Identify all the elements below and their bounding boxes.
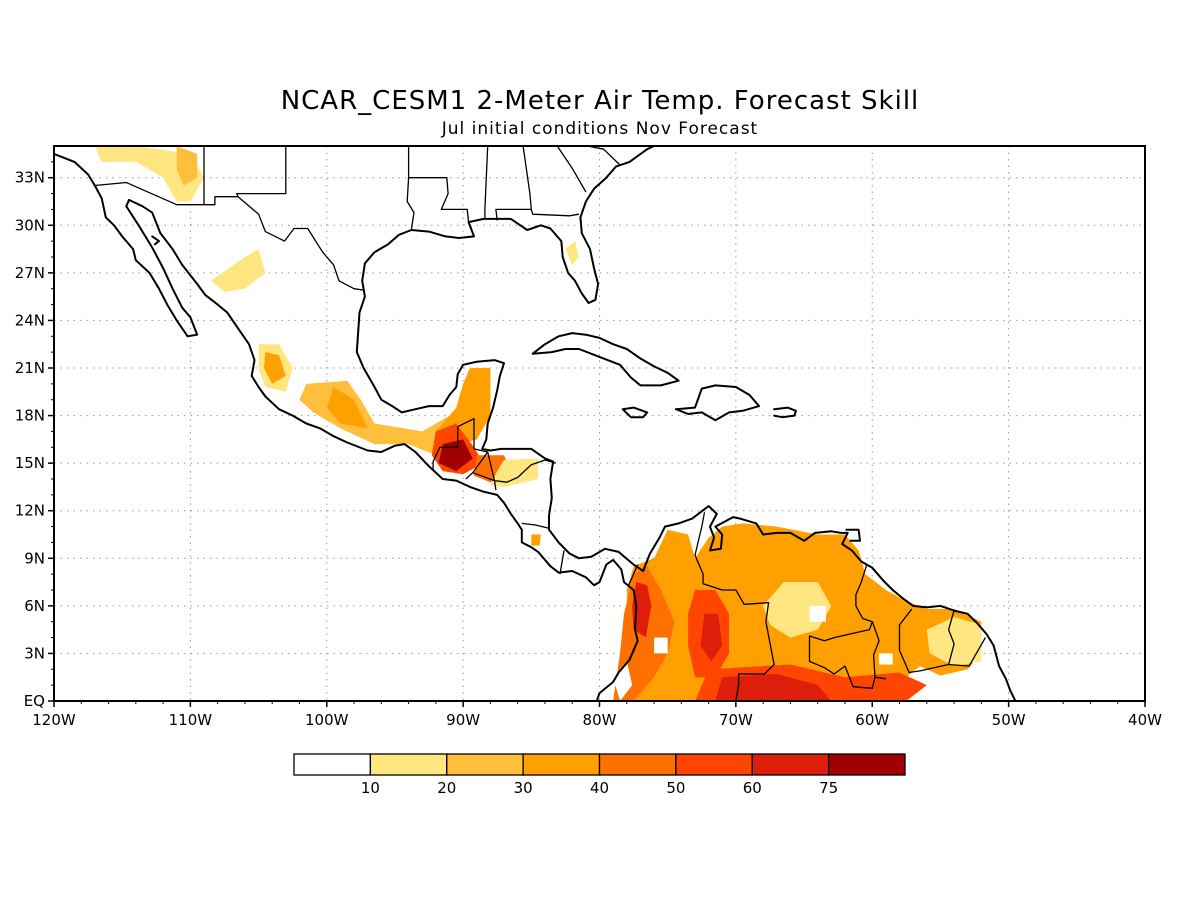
lon-tick-label: 100W [305, 711, 349, 729]
skill-region-ecuador-white [613, 661, 633, 701]
lon-tick-label: 80W [583, 711, 617, 729]
coastline-cuba [531, 332, 680, 387]
border-cr-pan [559, 550, 565, 575]
colorbar-segment [675, 753, 753, 776]
skill-region-venezuela-white [809, 605, 826, 622]
colorbar-segment [446, 753, 524, 776]
skill-region-brazil-north-core [715, 674, 832, 701]
lat-tick-label: 15N [15, 454, 45, 472]
skill-region-mexico-west-core [264, 352, 286, 384]
colorbar-label: 40 [590, 779, 609, 797]
colorbar-segment [751, 753, 830, 776]
coastline-hispaniola [674, 384, 761, 422]
colorbar-label: 60 [743, 779, 762, 797]
border-ms-al [484, 146, 489, 219]
skill-region-sw-usa-core [176, 146, 198, 186]
skill-region-mexico-south-core [326, 387, 368, 429]
border-al-ga-fl [495, 146, 532, 221]
coastline-pacific-north-america [54, 152, 639, 701]
border-sur-fg [919, 610, 955, 672]
political-borders [93, 146, 986, 701]
coastline-trinidad [845, 528, 861, 542]
coastline-puerto-rico [773, 406, 797, 419]
skill-region-guyana-white [879, 653, 893, 665]
colorbar-label: 20 [437, 779, 456, 797]
skill-region-panama-spot [531, 534, 541, 546]
colorbar-segment [369, 753, 448, 776]
lat-tick-label: 30N [15, 216, 45, 234]
skill-region-colombia-mid-red [700, 613, 723, 662]
lon-tick-label: 40W [1128, 711, 1162, 729]
colorbar-label: 10 [361, 779, 380, 797]
border-nic-cr [521, 522, 550, 529]
lat-tick-label: EQ [24, 692, 45, 710]
coastline-jamaica [621, 406, 649, 419]
lat-tick-label: 27N [15, 264, 45, 282]
lat-tick-label: 33N [15, 169, 45, 187]
lat-tick-label: 18N [15, 407, 45, 425]
border-us-mexico [93, 181, 365, 291]
lat-tick-label: 12N [15, 502, 45, 520]
lat-tick-label: 24N [15, 311, 45, 329]
skill-region-honduras-east [490, 458, 539, 487]
lon-tick-label: 90W [446, 711, 480, 729]
colorbar-segment [522, 753, 601, 776]
map-subtitle: Jul initial conditions Nov Forecast [441, 119, 759, 139]
lon-tick-label: 120W [32, 711, 76, 729]
border-guy-sur [898, 608, 921, 674]
lon-tick-label: 70W [719, 711, 753, 729]
axis-ticks: 120W 110W 100W 90W 80W 70W 60W 50W 40W EQ 3N 6N 9N 12… [15, 161, 1162, 729]
coastline-baja-island [151, 235, 160, 246]
border-nm-tx [236, 146, 287, 197]
coastlines [54, 146, 1017, 701]
border-ga-fl [530, 209, 580, 217]
lon-tick-label: 110W [169, 711, 213, 729]
skill-region-venezuela-light [763, 582, 832, 638]
colorbar-label: 75 [819, 779, 838, 797]
border-guy-interior [871, 621, 880, 678]
skill-region-florida [565, 241, 579, 265]
skill-region-guiana-light [926, 617, 982, 667]
border-pan-col [627, 564, 639, 588]
lat-tick-label: 3N [24, 644, 45, 662]
border-guatemala [432, 418, 475, 472]
skill-region-colombia-white [654, 637, 668, 654]
map-grid [54, 146, 1145, 701]
colorbar-label: 30 [514, 779, 533, 797]
border-belize-hond [465, 448, 489, 480]
border-el-salvador [472, 472, 497, 491]
border-ven-guy [808, 564, 886, 689]
border-col-ven [694, 512, 775, 701]
coastline-gulf-caribbean [355, 146, 1017, 701]
colorbar: 10 20 30 40 50 60 75 [293, 753, 906, 797]
lat-tick-label: 9N [24, 549, 45, 567]
skill-region-colombia-red [632, 582, 652, 638]
border-nc-sc [540, 146, 621, 166]
border-ga-sc [556, 146, 587, 193]
lat-tick-label: 6N [24, 597, 45, 615]
map-title: NCAR_CESM1 2-Meter Air Temp. Forecast Sk… [280, 86, 920, 116]
skill-shading [94, 146, 982, 701]
colorbar-segment [598, 753, 677, 776]
colorbar-label: 50 [666, 779, 685, 797]
lat-tick-label: 21N [15, 359, 45, 377]
map-frame [53, 145, 1146, 702]
border-ar-la [408, 177, 470, 223]
border-la-tx [406, 146, 415, 231]
lon-tick-label: 50W [992, 711, 1026, 729]
colorbar-segment [293, 753, 372, 776]
border-fg-brazil [948, 637, 986, 667]
skill-region-nw-mexico [210, 249, 266, 292]
colorbar-segment [827, 753, 906, 776]
lon-tick-label: 60W [855, 711, 889, 729]
